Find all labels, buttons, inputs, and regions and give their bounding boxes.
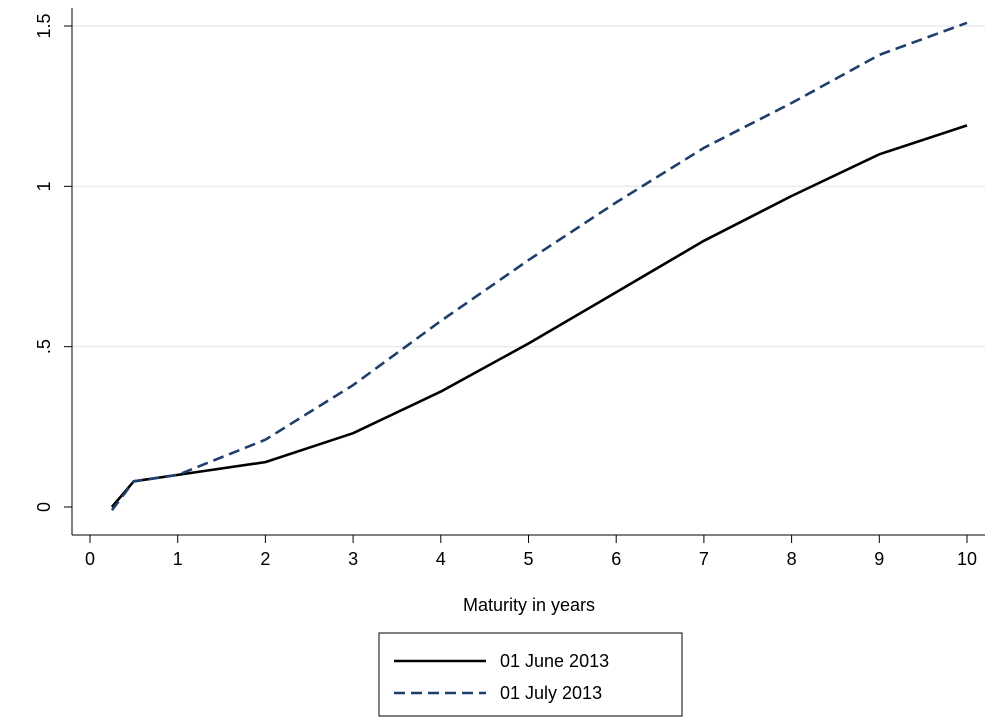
y-tick-label-3: 1.5 [34, 13, 54, 38]
y-tick-label-1: .5 [34, 339, 54, 354]
x-tick-label-4: 4 [436, 549, 446, 569]
x-tick-label-8: 8 [787, 549, 797, 569]
legend-box [378, 632, 683, 717]
legend-label-0: 01 June 2013 [500, 651, 609, 671]
series-line-1 [110, 21, 968, 511]
grid [73, 25, 985, 348]
legend: 01 June 2013 01 July 2013 [378, 632, 683, 717]
x-tick-label-7: 7 [699, 549, 709, 569]
x-tick-label-5: 5 [523, 549, 533, 569]
x-tick-label-3: 3 [348, 549, 358, 569]
y-tick-label-0: 0 [34, 502, 54, 512]
x-tick-label-2: 2 [260, 549, 270, 569]
axes: 0 .5 1 1.5 0 1 2 3 4 5 6 7 8 9 10 [34, 8, 985, 569]
legend-label-1: 01 July 2013 [500, 683, 602, 703]
x-tick-label-0: 0 [85, 549, 95, 569]
y-tick-label-2: 1 [34, 181, 54, 191]
x-axis-title: Maturity in years [463, 595, 595, 615]
x-tick-label-10: 10 [957, 549, 977, 569]
x-tick-label-9: 9 [874, 549, 884, 569]
x-tick-label-1: 1 [173, 549, 183, 569]
series-group [110, 21, 968, 511]
x-tick-label-6: 6 [611, 549, 621, 569]
